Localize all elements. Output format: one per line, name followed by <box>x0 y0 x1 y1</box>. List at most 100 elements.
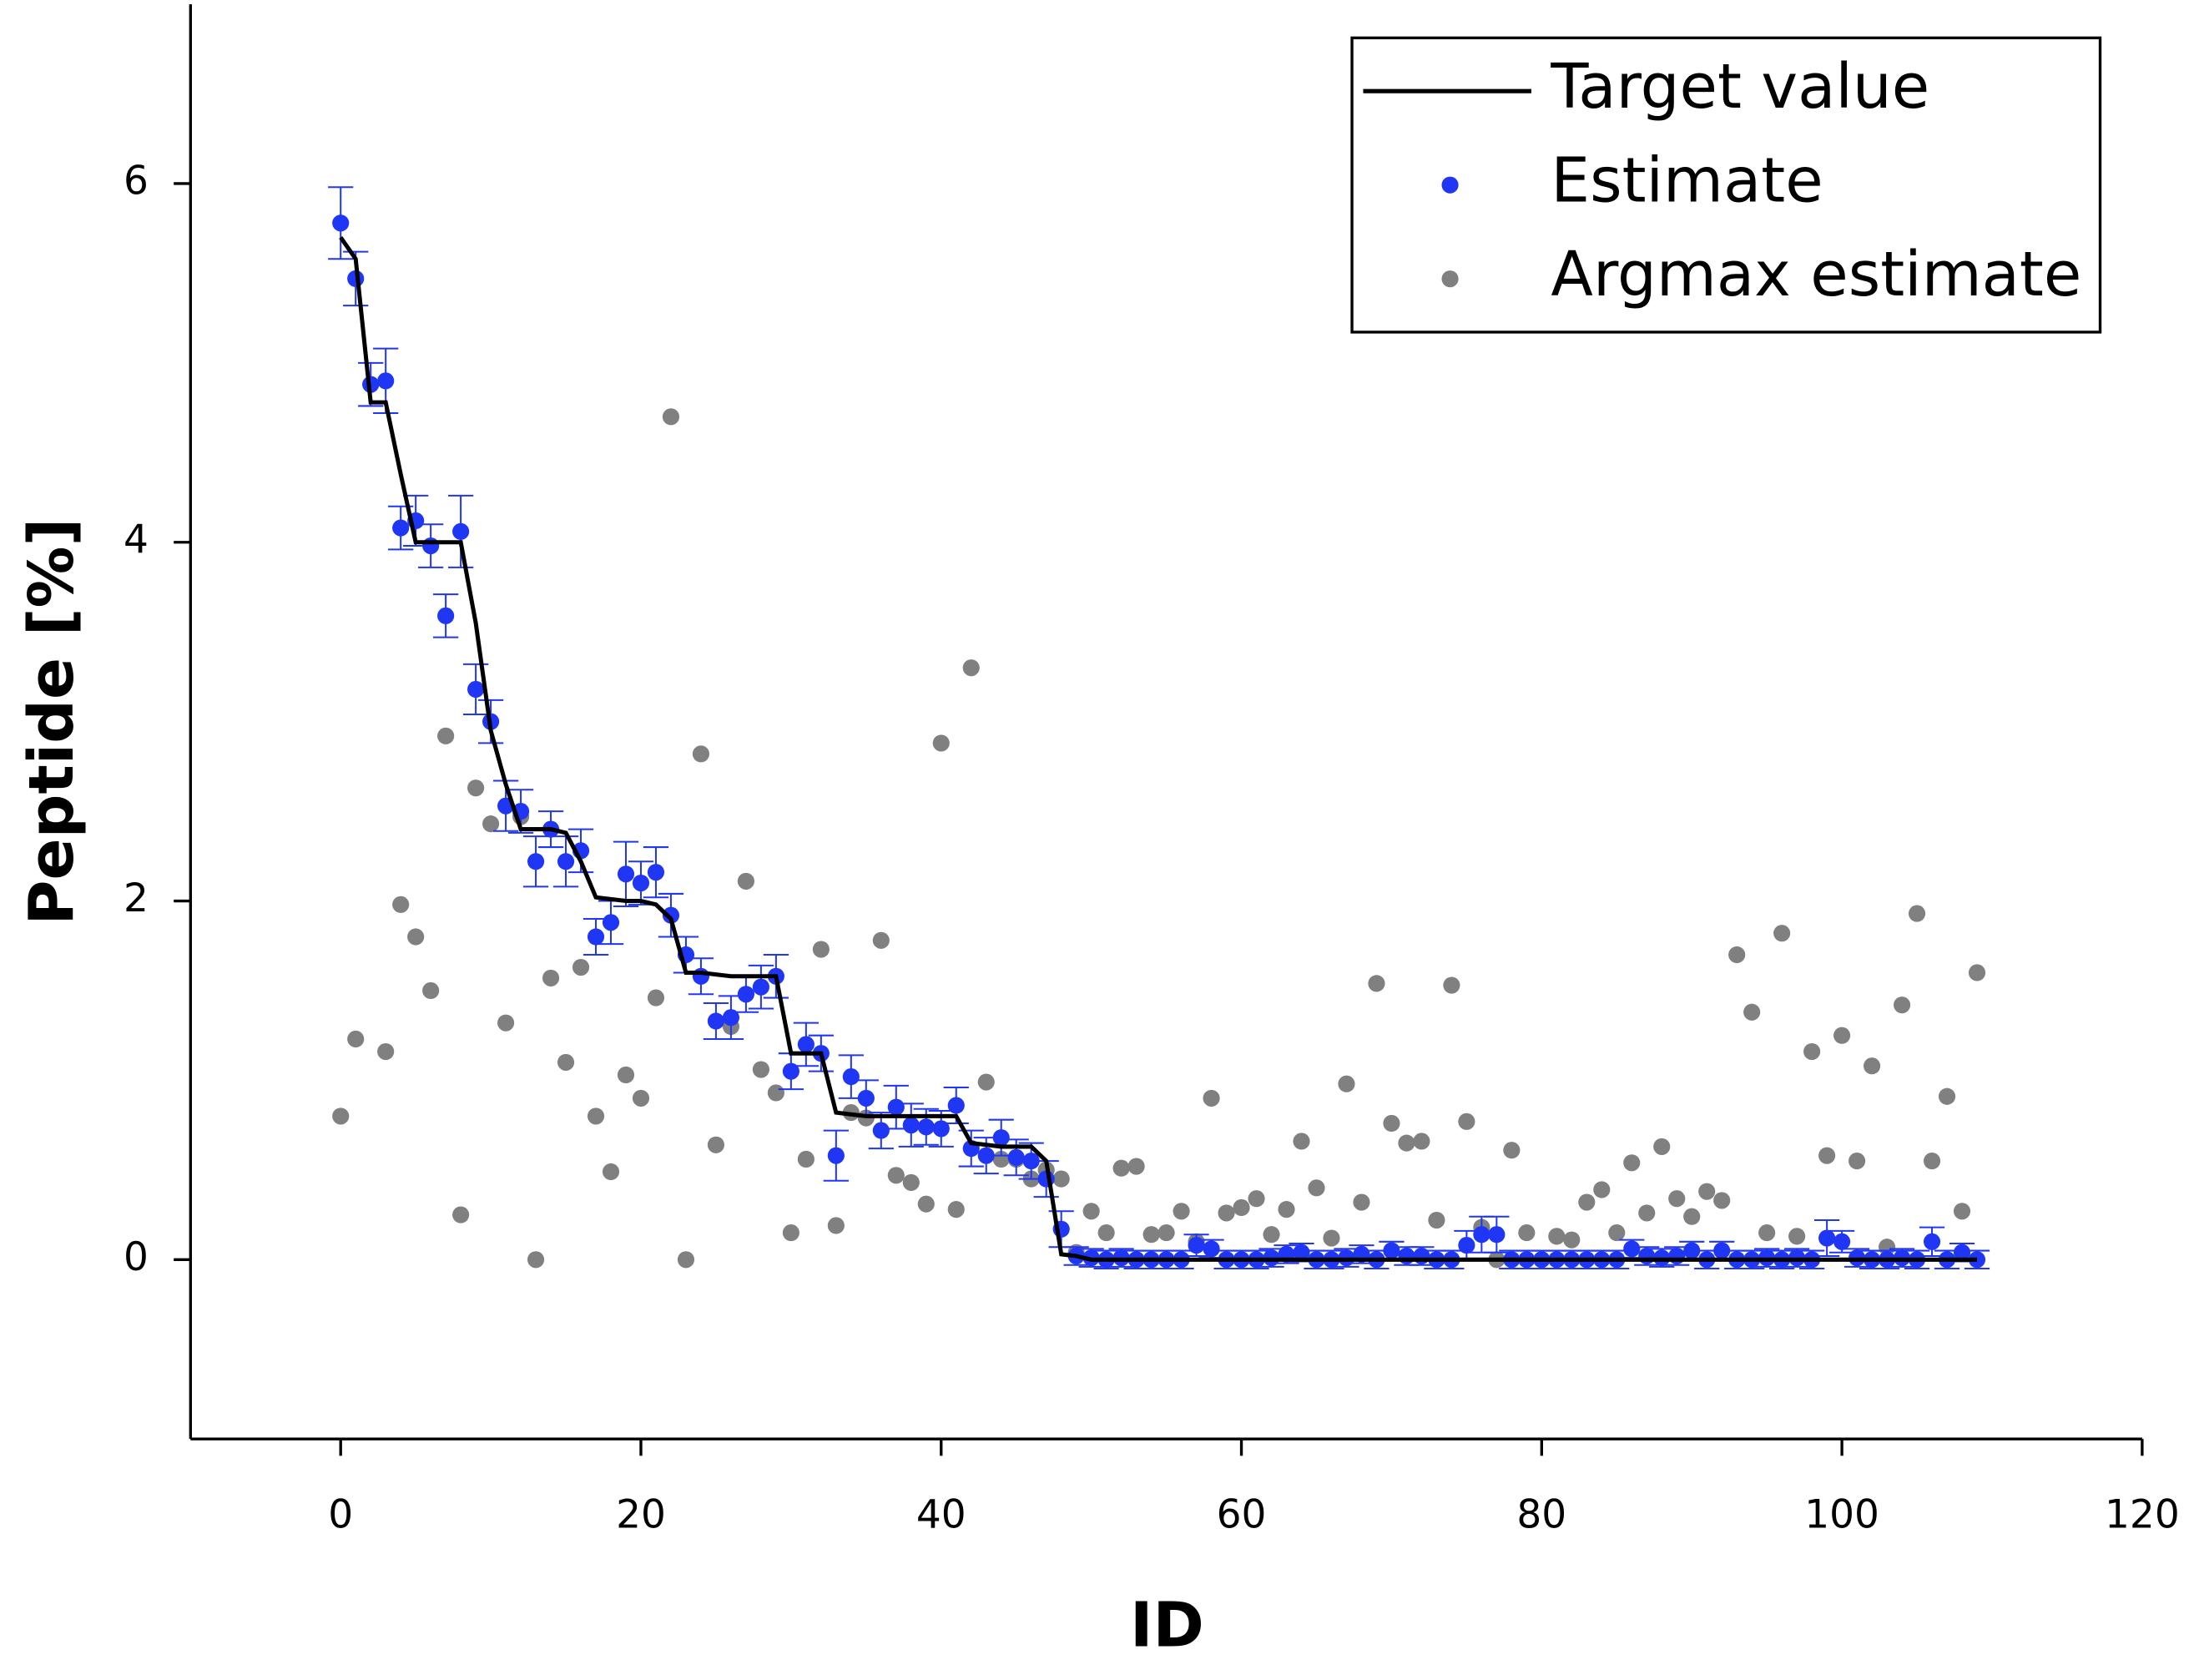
point <box>1743 1003 1761 1021</box>
point <box>1052 1170 1070 1188</box>
point <box>602 1163 620 1181</box>
point <box>482 815 500 833</box>
legend-dot <box>1441 176 1459 194</box>
point <box>722 1009 739 1027</box>
point <box>977 1147 995 1164</box>
point <box>1368 975 1385 992</box>
point <box>647 864 665 881</box>
point <box>1338 1075 1355 1092</box>
point <box>1353 1193 1370 1211</box>
point <box>1293 1133 1310 1150</box>
point <box>1758 1223 1776 1242</box>
point <box>1007 1148 1025 1166</box>
point <box>752 1061 769 1078</box>
point <box>707 1136 725 1153</box>
x-axis-label: ID <box>1130 1590 1204 1662</box>
point <box>1022 1153 1040 1170</box>
point <box>962 659 980 677</box>
point <box>1503 1142 1521 1159</box>
point <box>1803 1042 1821 1061</box>
point <box>542 969 560 987</box>
point <box>707 1012 725 1030</box>
point <box>692 967 710 985</box>
legend-box <box>1350 36 2102 334</box>
point <box>767 1084 784 1102</box>
point <box>602 914 620 931</box>
legend: Target value Estimate Argmax estimate <box>1350 36 2102 334</box>
point <box>557 1053 575 1071</box>
point <box>1638 1204 1656 1222</box>
point <box>347 1030 365 1048</box>
point <box>932 1120 950 1138</box>
point <box>1818 1229 1836 1247</box>
point <box>782 1223 799 1242</box>
point <box>737 986 754 1003</box>
point <box>1112 1159 1130 1177</box>
point <box>1218 1204 1235 1222</box>
point <box>632 874 650 892</box>
point <box>1968 964 1986 981</box>
y-axis-label: Peptide [%] <box>16 518 88 926</box>
point <box>377 372 395 390</box>
y-tick-label: 0 <box>124 1234 149 1280</box>
point <box>1923 1153 1941 1170</box>
point <box>1638 1247 1656 1265</box>
point <box>1578 1193 1596 1211</box>
x-tick-label: 0 <box>328 1492 353 1538</box>
point <box>1233 1198 1250 1217</box>
point <box>1788 1228 1806 1245</box>
point <box>632 1089 650 1107</box>
point <box>1953 1244 1971 1261</box>
point <box>1623 1240 1641 1258</box>
point <box>407 928 425 946</box>
point <box>902 1173 920 1191</box>
point <box>662 408 680 426</box>
point <box>527 853 545 870</box>
point <box>1158 1223 1175 1242</box>
point <box>947 1201 965 1218</box>
point <box>437 727 455 744</box>
point <box>992 1129 1010 1147</box>
point <box>1668 1190 1686 1208</box>
point <box>392 519 410 537</box>
point <box>1203 1240 1220 1258</box>
point <box>1203 1089 1220 1107</box>
point <box>737 872 754 890</box>
legend-label: Estimate <box>1551 145 1823 217</box>
point <box>377 1042 395 1061</box>
point <box>1142 1226 1160 1244</box>
point <box>782 1062 799 1080</box>
point <box>1398 1134 1415 1152</box>
point <box>902 1117 920 1134</box>
point <box>1698 1183 1716 1200</box>
point <box>692 745 710 763</box>
y-tick-label: 6 <box>124 158 149 204</box>
point <box>1923 1233 1941 1250</box>
point <box>1428 1211 1445 1229</box>
point <box>1097 1223 1115 1242</box>
point <box>917 1195 935 1213</box>
point <box>1713 1242 1731 1259</box>
point <box>1683 1242 1701 1259</box>
point <box>452 1206 470 1223</box>
point <box>1308 1179 1325 1197</box>
point <box>1458 1112 1475 1130</box>
point <box>1938 1087 1956 1105</box>
point <box>1293 1244 1310 1261</box>
point <box>1173 1203 1190 1220</box>
point <box>1383 1114 1400 1133</box>
point <box>437 607 455 624</box>
legend-label: Argmax estimate <box>1551 239 2081 310</box>
point <box>1082 1203 1100 1220</box>
point <box>857 1089 875 1107</box>
point <box>587 928 605 946</box>
point <box>452 522 470 540</box>
point <box>1849 1153 1866 1170</box>
point <box>662 906 680 924</box>
point <box>1443 976 1460 994</box>
point <box>797 1150 815 1168</box>
point <box>572 958 590 976</box>
plot-area <box>328 186 1990 1270</box>
point <box>1593 1181 1611 1198</box>
